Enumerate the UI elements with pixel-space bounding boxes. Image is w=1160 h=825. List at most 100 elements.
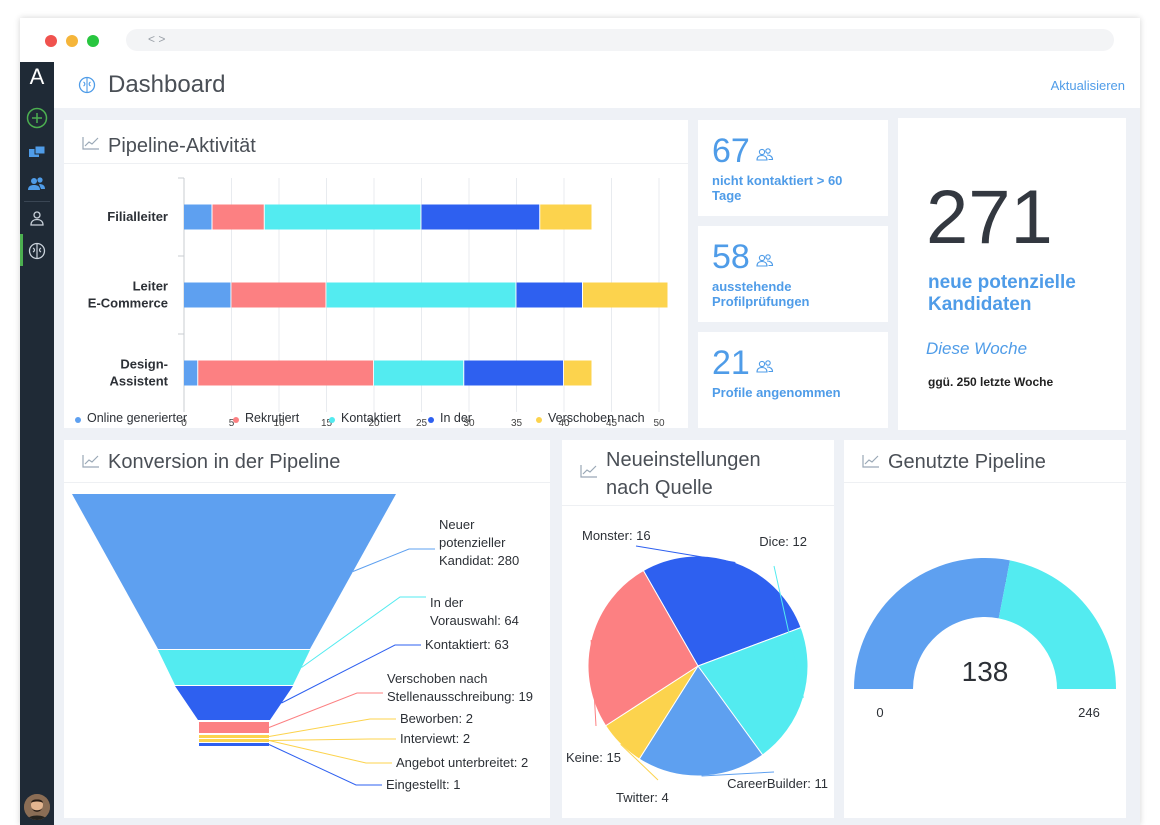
sidebar-active-indicator	[20, 234, 23, 266]
address-bar[interactable]: < >	[126, 29, 1114, 51]
x-tick-label: 0	[181, 418, 187, 428]
stat-label: Tage	[712, 188, 742, 203]
x-tick-label: 10	[273, 418, 285, 428]
legend-marker	[233, 417, 239, 423]
hires-pie-chart: Monster: 16 Dice: 12 CareerBuilder: 11 Twit…	[566, 528, 828, 805]
funnel-stage	[175, 686, 293, 720]
minimize-window-button[interactable]	[66, 35, 78, 47]
refresh-button[interactable]: Aktualisieren	[1050, 78, 1125, 93]
funnel-stage	[72, 494, 396, 649]
funnel-label: Eingestellt: 1	[386, 777, 460, 792]
stat-card-pending-reviews[interactable]: 58 ausstehende Profilprüfungen	[698, 226, 888, 322]
funnel-stage	[199, 735, 269, 738]
big-stat-value: 271	[926, 175, 1053, 260]
pie-label: Keine: 15	[566, 750, 621, 765]
legend-label: Stellenausschreibung	[548, 427, 668, 428]
stat-card-accepted-profiles[interactable]: 21 Profile angenommen	[698, 332, 888, 428]
funnel-connector	[268, 692, 383, 728]
person-icon[interactable]	[20, 206, 54, 230]
funnel-label: Stellenausschreibung: 19	[387, 689, 533, 704]
bar-segment	[184, 360, 198, 386]
funnel-label: Verschoben nach	[387, 671, 487, 686]
conversion-funnel-chart: Neuer potenzieller Kandidat: 280 In der Vora…	[72, 494, 533, 792]
x-tick-label: 5	[229, 418, 235, 428]
stat-value: 67	[712, 132, 750, 170]
funnel-stage	[199, 743, 269, 746]
page-header: Dashboard Aktualisieren	[54, 62, 1140, 108]
stat-label: ausstehende	[712, 279, 792, 294]
people-icon[interactable]	[20, 172, 54, 196]
close-window-button[interactable]	[45, 35, 57, 47]
x-tick-label: 20	[368, 418, 380, 428]
app-logo[interactable]: A	[29, 64, 45, 89]
funnel-stage	[199, 739, 269, 742]
legend-label: In der	[440, 411, 472, 425]
gauge-remaining-arc	[998, 560, 1116, 689]
category-label: Design-	[120, 357, 168, 372]
bar-segment	[198, 360, 373, 386]
stat-value: 21	[712, 344, 750, 382]
user-avatar[interactable]	[24, 794, 50, 820]
funnel-label: Kontaktiert: 63	[425, 637, 509, 652]
bar-segment	[264, 204, 421, 230]
x-tick-label: 35	[511, 418, 523, 428]
bar-segment	[326, 282, 516, 308]
brain-icon[interactable]	[20, 239, 54, 263]
card-title: Konversion in der Pipeline	[108, 451, 341, 473]
line-chart-icon	[82, 455, 99, 468]
card-title: Pipeline-Aktivität	[108, 135, 256, 157]
pie-connector	[620, 743, 659, 781]
legend-marker	[329, 417, 335, 423]
plus-icon[interactable]	[20, 105, 54, 129]
pie-label: CareerBuilder: 11	[727, 776, 828, 791]
funnel-stage	[199, 722, 269, 733]
funnel-connector	[268, 718, 396, 737]
pie-label: Monster: 16	[582, 528, 651, 543]
funnel-label: Vorauswahl: 64	[430, 613, 519, 628]
people-outline-icon	[756, 254, 774, 267]
stat-value: 58	[712, 238, 750, 276]
stat-label: nicht kontaktiert > 60	[712, 173, 843, 188]
maximize-window-button[interactable]	[87, 35, 99, 47]
pie-connector	[701, 771, 775, 777]
legend-marker	[536, 417, 542, 423]
bar-segment	[421, 204, 540, 230]
funnel-connector	[268, 740, 392, 764]
legend-marker	[75, 417, 81, 423]
sidebar: A	[20, 62, 54, 825]
bar-segment	[540, 204, 592, 230]
funnel-label: In der	[430, 595, 464, 610]
gauge-min-label: 0	[876, 705, 883, 720]
legend-label: Vorauswahl	[440, 427, 505, 428]
pie-label: Twitter: 4	[616, 790, 669, 805]
x-tick-label: 15	[321, 418, 333, 428]
funnel-connector	[268, 738, 396, 741]
card-divider	[562, 505, 834, 506]
pie-connector	[773, 565, 804, 698]
line-chart-icon	[580, 465, 597, 478]
gauge-max-label: 246	[1078, 705, 1100, 720]
legend-marker	[428, 417, 434, 423]
browser-window: < > A Dashboard Aktualisieren Pipeline	[20, 18, 1140, 825]
funnel-label: potenzieller	[439, 535, 506, 550]
folders-icon[interactable]	[20, 140, 54, 164]
funnel-label: Beworben: 2	[400, 711, 473, 726]
back-forward-icon[interactable]: < >	[148, 32, 166, 46]
big-stat-period: Diese Woche	[926, 339, 1028, 358]
big-stat-comparison: ggü. 250 letzte Woche	[928, 375, 1054, 389]
line-chart-icon	[862, 455, 879, 468]
legend-label: Rekrutiert	[245, 411, 300, 425]
stat-card-not-contacted[interactable]: 67 nicht kontaktiert > 60 Tage	[698, 120, 888, 216]
big-stat-label: neue potenzielle	[928, 272, 1076, 293]
category-label: Leiter	[133, 279, 168, 294]
funnel-label: Neuer	[439, 517, 475, 532]
x-tick-label: 30	[463, 418, 475, 428]
sidebar-separator	[24, 201, 50, 202]
hires-by-source-card: Neueinstellungen nach Quelle Monster: 16…	[562, 440, 834, 818]
legend-label: Verschoben nach	[548, 411, 645, 425]
new-candidates-card[interactable]: 271 neue potenzielle Kandidaten Diese Wo…	[898, 118, 1126, 430]
people-outline-icon	[756, 360, 774, 373]
legend-label: potenzieller Kandidat	[87, 427, 204, 428]
card-divider	[64, 482, 550, 483]
